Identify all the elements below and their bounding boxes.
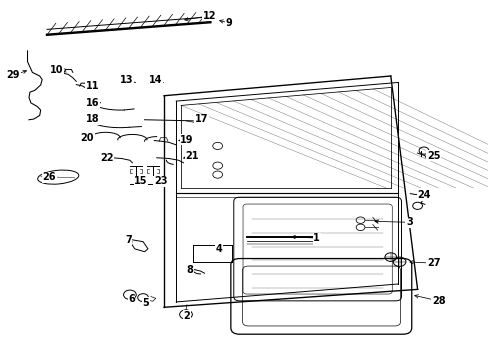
Text: 21: 21: [185, 150, 198, 161]
Text: 12: 12: [202, 11, 216, 21]
Text: 16: 16: [85, 98, 99, 108]
Text: 14: 14: [149, 75, 162, 85]
Text: 23: 23: [154, 176, 167, 186]
Text: 18: 18: [85, 114, 99, 124]
Text: 4: 4: [215, 244, 222, 254]
Text: 26: 26: [42, 172, 56, 183]
Text: 25: 25: [426, 150, 440, 161]
Text: 13: 13: [120, 75, 133, 85]
Text: 28: 28: [431, 296, 445, 306]
Text: 11: 11: [85, 81, 99, 91]
Text: 10: 10: [50, 64, 63, 75]
Text: 2: 2: [183, 311, 190, 320]
Text: 7: 7: [125, 235, 132, 245]
Text: 6: 6: [128, 294, 135, 304]
Text: 29: 29: [7, 70, 20, 80]
Text: 27: 27: [426, 258, 440, 268]
Text: 8: 8: [186, 265, 193, 275]
Text: 9: 9: [225, 18, 232, 28]
Text: 22: 22: [100, 153, 114, 163]
Text: 1: 1: [313, 233, 319, 243]
Text: 19: 19: [180, 135, 193, 145]
Text: 15: 15: [134, 176, 147, 186]
Text: 20: 20: [81, 133, 94, 143]
Text: 3: 3: [405, 217, 412, 227]
Text: 5: 5: [142, 298, 149, 308]
Text: 17: 17: [194, 114, 208, 124]
Text: 24: 24: [416, 190, 430, 200]
